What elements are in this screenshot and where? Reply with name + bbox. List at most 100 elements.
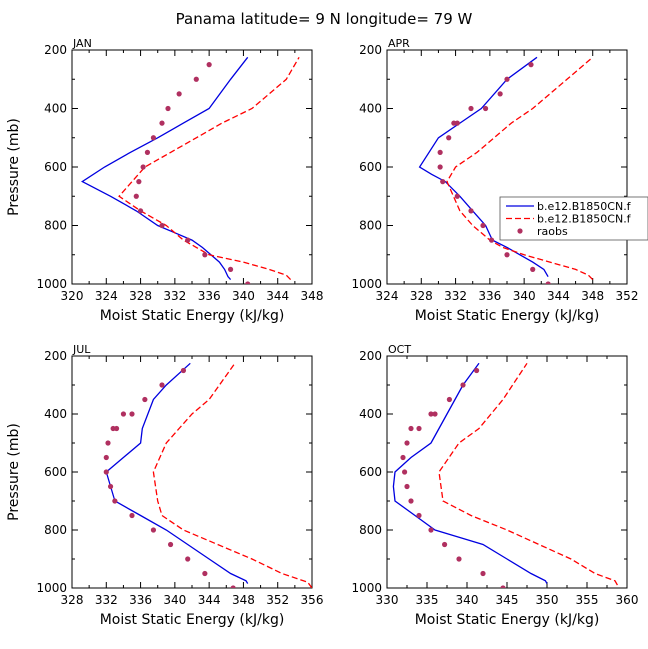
figure-title: Panama latitude= 9 N longitude= 79 W: [176, 10, 473, 28]
series-line-solid: [105, 362, 249, 584]
obs-point: [176, 91, 182, 97]
series-line-solid: [418, 56, 549, 278]
obs-point: [206, 62, 212, 68]
panel-jan: 320 324 328 332 336 340 344 348 200 400 600 800 1000…: [6, 37, 323, 324]
obs-point: [504, 76, 510, 82]
x-tick-label: 352: [266, 593, 289, 607]
x-tick-label: 344: [547, 289, 570, 303]
obs-point: [105, 440, 111, 446]
plot-frame: [386, 355, 628, 589]
obs-point: [480, 222, 486, 229]
obs-point: [193, 76, 199, 82]
legend-label: b.e12.B1850CN.f: [537, 200, 632, 213]
obs-point: [159, 222, 165, 229]
y-tick-label: 1000: [351, 277, 382, 291]
y-tick-label: 600: [44, 465, 67, 479]
obs-point: [454, 193, 460, 199]
obs-point: [185, 556, 191, 562]
x-tick-label: 345: [496, 593, 519, 607]
x-tick-label: 324: [376, 289, 399, 303]
x-tick-label: 360: [616, 593, 639, 607]
x-tick-label: 356: [301, 593, 324, 607]
obs-point: [446, 135, 452, 141]
obs-point: [504, 252, 510, 258]
x-tick-label: 350: [536, 593, 559, 607]
x-tick-label: 344: [266, 289, 289, 303]
x-tick-label: 328: [129, 289, 152, 303]
obs-point: [432, 411, 438, 417]
obs-point: [150, 527, 157, 533]
obs-point: [129, 411, 135, 417]
y-tick-label: 200: [44, 349, 67, 363]
obs-point: [437, 164, 443, 170]
x-tick-label: 340: [513, 289, 536, 303]
obs-point: [408, 498, 414, 504]
obs-point: [446, 396, 452, 403]
obs-point: [112, 498, 118, 504]
plot-frame: [71, 49, 313, 285]
x-tick-label: 332: [95, 593, 118, 607]
series-line-dashed: [152, 362, 312, 588]
y-tick-label: 200: [359, 43, 382, 57]
x-tick-label: 328: [410, 289, 433, 303]
legend-label: b.e12.B1850CN.f: [537, 213, 632, 226]
y-tick-label: 200: [44, 43, 67, 57]
obs-point: [129, 512, 135, 519]
x-axis-label: Moist Static Energy (kJ/kg): [100, 308, 285, 324]
obs-point: [545, 281, 551, 284]
obs-point: [474, 367, 480, 374]
series-line-solid: [392, 362, 548, 584]
obs-point: [416, 512, 422, 519]
x-tick-label: 336: [478, 289, 501, 303]
obs-point: [144, 149, 151, 155]
y-tick-label: 1000: [36, 581, 67, 595]
obs-point: [528, 62, 534, 68]
x-tick-label: 336: [198, 289, 221, 303]
obs-point: [428, 411, 434, 417]
x-axis-label: Moist Static Energy (kJ/kg): [415, 612, 600, 628]
series-group: [103, 362, 312, 588]
x-tick-label: 340: [163, 593, 186, 607]
y-tick-label: 600: [359, 160, 382, 174]
y-tick-label: 400: [44, 102, 67, 116]
obs-point: [460, 382, 466, 388]
series-line-solid: [81, 56, 249, 281]
obs-point: [103, 454, 109, 461]
obs-point: [442, 541, 448, 548]
panel-jul: 328 332 336 340 344 348 352 356 200 400 600 800 1000…: [6, 343, 323, 628]
series-group: [392, 362, 618, 588]
panel-label: JUL: [72, 343, 91, 356]
series-line-dashed: [438, 362, 618, 586]
y-tick-label: 800: [44, 219, 67, 233]
obs-point: [227, 266, 234, 272]
x-tick-label: 348: [232, 593, 255, 607]
x-tick-label: 332: [163, 289, 186, 303]
y-tick-label: 400: [359, 407, 382, 421]
y-tick-label: 800: [359, 219, 382, 233]
panel-apr: 324 328 332 336 340 344 348 352 200 400 600 800 1000…: [351, 37, 638, 324]
obs-point: [468, 105, 474, 112]
legend-marker-raobs: [517, 228, 523, 234]
obs-point: [167, 541, 174, 548]
x-tick-label: 344: [198, 593, 221, 607]
y-axis-label: Pressure (mb): [6, 118, 22, 216]
obs-point: [159, 120, 165, 126]
obs-point: [437, 149, 443, 155]
x-tick-label: 320: [61, 289, 84, 303]
series-line-dashed: [446, 56, 594, 281]
y-tick-label: 800: [44, 523, 67, 537]
y-tick-label: 800: [359, 523, 382, 537]
obs-point: [468, 208, 474, 214]
obs-point: [180, 367, 187, 374]
obs-point: [150, 135, 157, 141]
obs-point: [159, 382, 165, 388]
obs-point: [500, 585, 506, 588]
obs-point: [230, 585, 236, 588]
x-tick-label: 328: [61, 593, 84, 607]
obs-point: [185, 237, 191, 243]
x-tick-label: 332: [444, 289, 467, 303]
x-tick-label: 348: [581, 289, 604, 303]
x-tick-label: 348: [301, 289, 324, 303]
